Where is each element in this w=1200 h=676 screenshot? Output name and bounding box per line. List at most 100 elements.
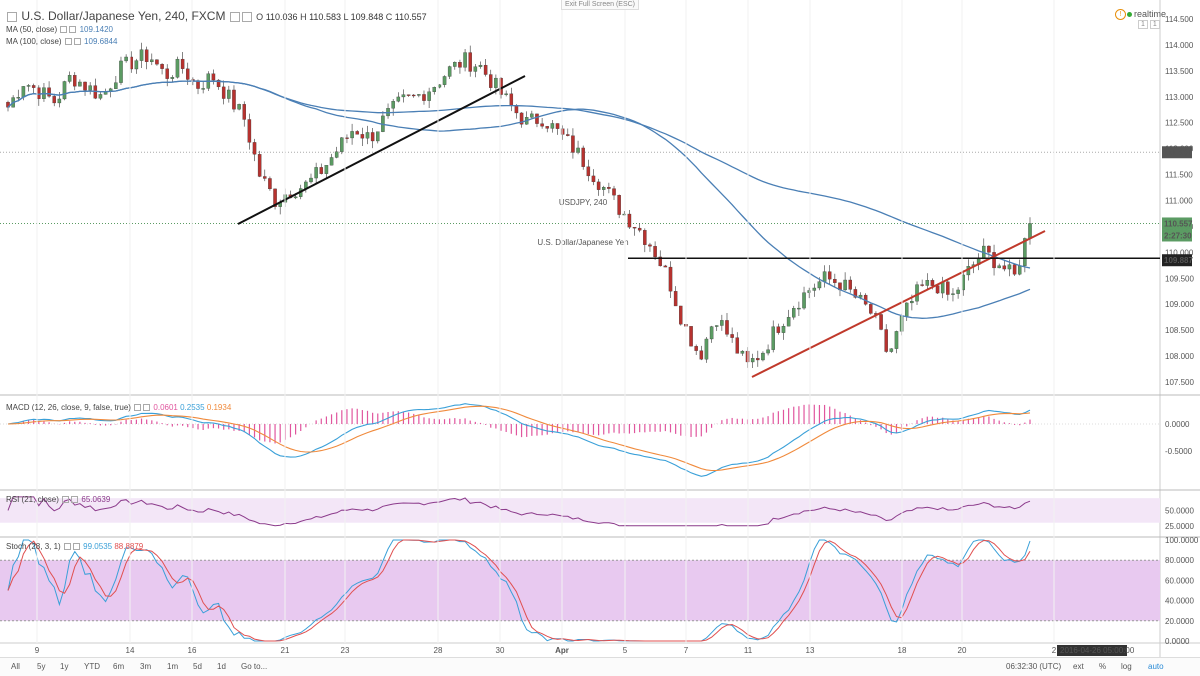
candle <box>309 177 313 183</box>
candle <box>26 85 31 87</box>
rsi-legend[interactable]: RSI (21, close) 65.0639 <box>6 495 110 504</box>
candle <box>540 123 544 127</box>
candle <box>555 123 560 129</box>
candle <box>607 187 611 189</box>
auto-toggle[interactable]: auto <box>1148 662 1164 671</box>
candle <box>699 350 704 360</box>
candle <box>843 279 847 291</box>
candle <box>530 113 534 118</box>
candle <box>853 289 858 298</box>
rsi-tick-label: 50.0000 <box>1165 506 1194 515</box>
stoch-d-line <box>7 539 1031 642</box>
candle <box>324 165 329 174</box>
candle <box>622 213 627 216</box>
candle <box>812 287 817 291</box>
candle <box>247 119 252 143</box>
macd-settings-icon[interactable] <box>134 404 142 412</box>
candle <box>1002 265 1007 270</box>
bottom-toolbar: All 5y 1y YTD 6m 3m 1m 5d 1d Go to... 06… <box>0 657 1200 676</box>
candle <box>643 230 647 245</box>
exit-fullscreen-button[interactable]: Exit Full Screen (ESC) <box>561 0 639 10</box>
candle <box>124 56 128 62</box>
badge-2[interactable]: 1 <box>1149 20 1160 29</box>
candle <box>494 77 498 88</box>
range-6m-button[interactable]: 6m <box>113 662 125 671</box>
candle <box>114 82 118 89</box>
candle <box>447 66 452 77</box>
candle <box>858 294 863 298</box>
candle <box>442 76 447 85</box>
stoch-settings-icon[interactable] <box>63 543 71 551</box>
candle <box>237 104 241 110</box>
candle <box>334 151 339 158</box>
price-tick-label: 109.000 <box>1165 300 1194 309</box>
candle <box>792 308 796 318</box>
ma100-close-icon[interactable] <box>73 38 81 46</box>
candle <box>894 331 899 349</box>
candle <box>57 98 62 104</box>
candle <box>350 131 354 139</box>
candle <box>263 176 267 179</box>
ma50-legend[interactable]: MA (50, close) 109.1420 <box>6 25 113 34</box>
percent-toggle[interactable]: % <box>1099 662 1107 671</box>
macd-signal-line <box>7 405 1031 472</box>
watermark-symbol: USDJPY, 240 <box>559 198 608 207</box>
candle <box>83 81 87 91</box>
macd-line-value: 0.2535 <box>180 403 205 412</box>
time-tick-label: 30 <box>496 646 505 655</box>
range-5y-button[interactable]: 5y <box>37 662 46 671</box>
candle <box>884 329 888 352</box>
candle <box>370 132 375 142</box>
rsi-close-icon[interactable] <box>71 496 79 504</box>
stoch-k-line <box>7 539 1031 642</box>
candle <box>704 338 709 360</box>
candle <box>735 337 740 354</box>
ma50-settings-icon[interactable] <box>60 26 68 34</box>
badge-1[interactable]: 1 <box>1138 20 1148 29</box>
candle <box>21 86 26 98</box>
macd-hist-value: 0.0601 <box>153 403 178 412</box>
stoch-close-icon[interactable] <box>72 543 80 551</box>
candle <box>679 305 683 325</box>
candle <box>802 292 806 309</box>
candle <box>422 94 426 101</box>
candle <box>155 59 159 65</box>
range-1m-button[interactable]: 1m <box>167 662 179 671</box>
stoch-legend[interactable]: Stoch (28, 3, 1) 99.0535 88.8879 <box>6 542 143 551</box>
candle <box>509 93 514 106</box>
candle <box>637 227 642 231</box>
log-toggle[interactable]: log <box>1121 662 1132 671</box>
settings-icon[interactable] <box>229 11 240 22</box>
high-value: 110.583 <box>309 12 341 22</box>
candle <box>499 77 503 95</box>
candle <box>951 293 955 295</box>
ma100-legend[interactable]: MA (100, close) 109.6844 <box>6 37 117 46</box>
time-tick-label: 2 <box>1052 646 1057 655</box>
range-1d-button[interactable]: 1d <box>217 662 226 671</box>
macd-close-icon[interactable] <box>143 404 151 412</box>
ma100-settings-icon[interactable] <box>64 38 72 46</box>
rsi-settings-icon[interactable] <box>62 496 70 504</box>
collapse-icon[interactable] <box>7 11 17 22</box>
goto-button[interactable]: Go to... <box>241 662 268 671</box>
stoch-band <box>0 560 1160 621</box>
watermark-name: U.S. Dollar/Japanese Yen <box>537 238 628 247</box>
price-tick-label: 113.500 <box>1165 67 1194 76</box>
candle <box>576 147 580 153</box>
candle <box>427 91 431 101</box>
price-tag-111930-bg <box>1162 146 1192 159</box>
close-icon[interactable] <box>241 11 252 22</box>
range-1y-button[interactable]: 1y <box>60 662 69 671</box>
range-all-button[interactable]: All <box>11 662 20 671</box>
range-5d-button[interactable]: 5d <box>193 662 202 671</box>
range-ytd-button[interactable]: YTD <box>84 662 100 671</box>
candle <box>52 96 56 104</box>
ext-toggle[interactable]: ext <box>1073 662 1084 671</box>
candle <box>750 358 755 363</box>
candle <box>185 68 190 80</box>
macd-legend[interactable]: MACD (12, 26, close, 9, false, true) 0.0… <box>6 403 231 412</box>
range-3m-button[interactable]: 3m <box>140 662 152 671</box>
ma50-close-icon[interactable] <box>69 26 77 34</box>
alert-icon[interactable]: ! <box>1115 9 1126 20</box>
